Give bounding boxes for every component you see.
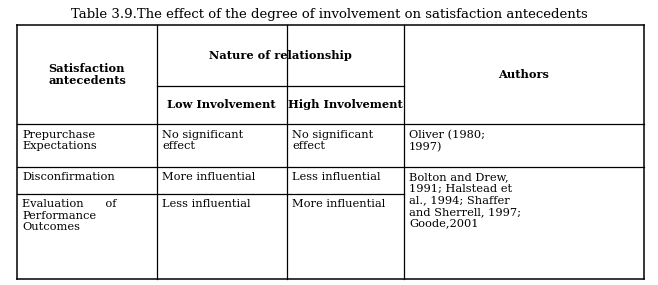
Text: Table 3.9.The effect of the degree of involvement on satisfaction antecedents: Table 3.9.The effect of the degree of in… bbox=[70, 8, 588, 21]
Text: Authors: Authors bbox=[499, 69, 549, 80]
Text: Less influential: Less influential bbox=[292, 172, 380, 182]
Text: Less influential: Less influential bbox=[162, 199, 251, 209]
Text: Bolton and Drew,
1991; Halstead et
al., 1994; Shaffer
and Sherrell, 1997;
Goode,: Bolton and Drew, 1991; Halstead et al., … bbox=[409, 172, 521, 229]
Text: Prepurchase
Expectations: Prepurchase Expectations bbox=[22, 130, 97, 151]
Text: Oliver (1980;
1997): Oliver (1980; 1997) bbox=[409, 130, 485, 152]
Text: Low Involvement: Low Involvement bbox=[168, 99, 276, 110]
Text: Satisfaction
antecedents: Satisfaction antecedents bbox=[48, 62, 126, 86]
Text: Nature of relationship: Nature of relationship bbox=[209, 50, 352, 61]
Text: Disconfirmation: Disconfirmation bbox=[22, 172, 115, 182]
Text: Evaluation      of
Performance
Outcomes: Evaluation of Performance Outcomes bbox=[22, 199, 116, 233]
Text: No significant
effect: No significant effect bbox=[162, 130, 243, 151]
Text: More influential: More influential bbox=[162, 172, 255, 182]
Text: No significant
effect: No significant effect bbox=[292, 130, 373, 151]
Text: High Involvement: High Involvement bbox=[288, 99, 403, 110]
Text: More influential: More influential bbox=[292, 199, 385, 209]
